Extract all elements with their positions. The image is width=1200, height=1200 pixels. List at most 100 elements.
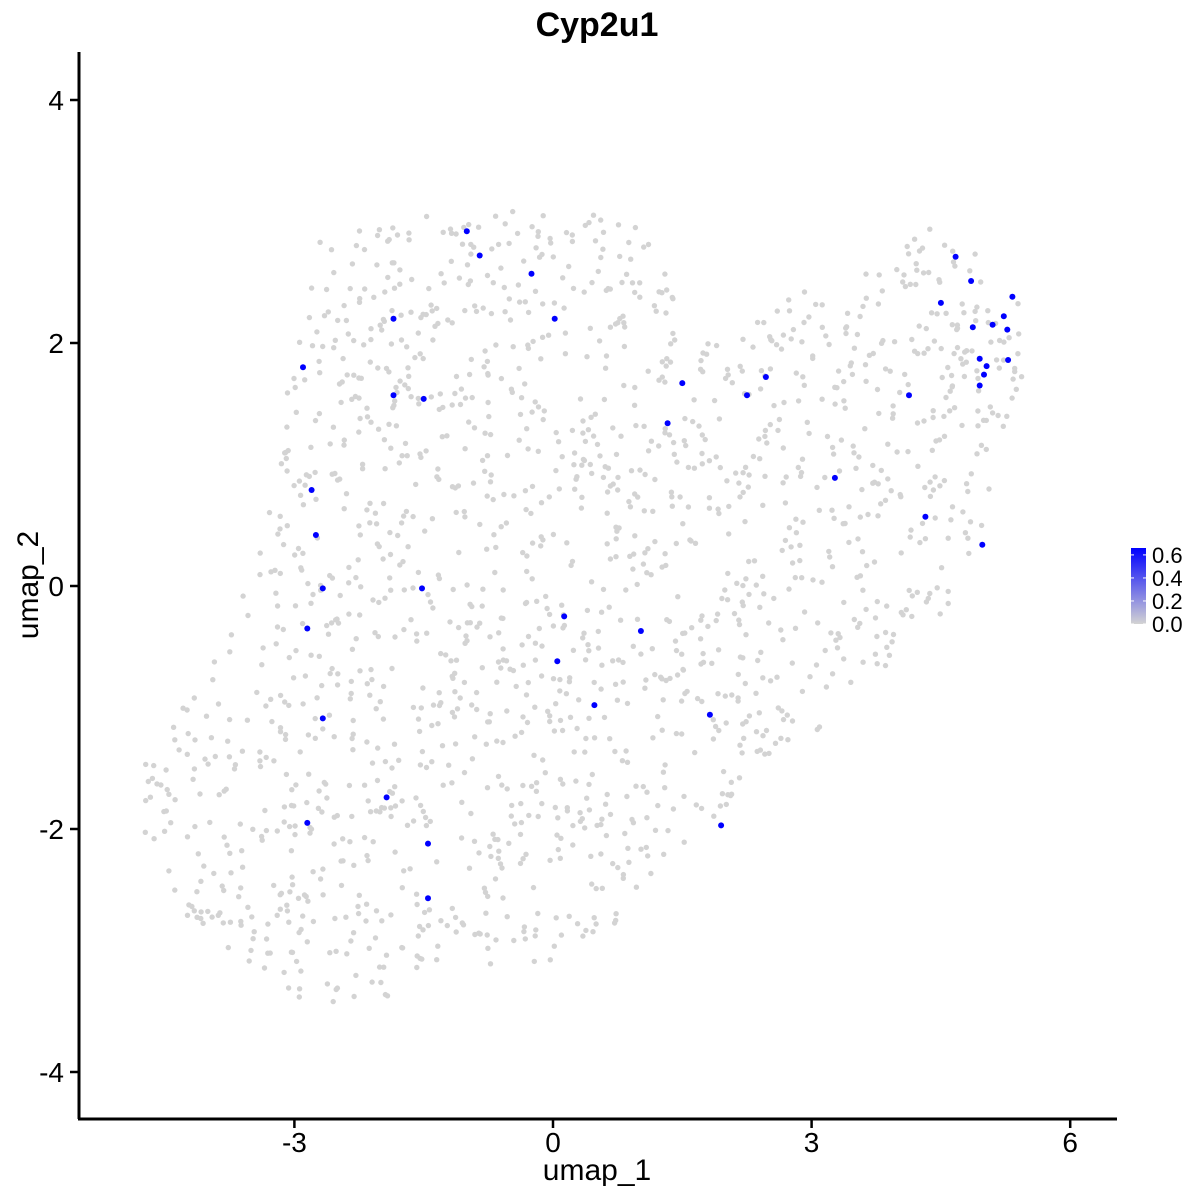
cell-point	[921, 350, 927, 356]
cell-point	[386, 236, 392, 243]
cell-point	[344, 951, 350, 957]
cell-point	[331, 734, 337, 740]
cell-point	[756, 436, 762, 442]
cell-point	[317, 239, 323, 245]
cell-point	[209, 914, 215, 920]
cell-point	[913, 281, 919, 288]
cell-point	[456, 275, 463, 281]
cell-point	[739, 368, 745, 374]
cell-point	[217, 910, 223, 916]
cell-point	[932, 474, 938, 480]
cell-point	[378, 979, 384, 986]
expressing-cell-point	[591, 702, 598, 709]
cell-point	[532, 933, 538, 939]
cell-point	[901, 272, 907, 278]
cell-point	[716, 416, 723, 422]
cell-point	[921, 418, 927, 424]
cell-point	[364, 405, 370, 411]
cell-point	[292, 603, 299, 609]
cell-point	[413, 795, 419, 801]
cell-point	[671, 451, 677, 457]
cell-point	[615, 320, 621, 326]
cell-point	[319, 682, 325, 689]
cell-point	[566, 263, 572, 270]
cell-point	[364, 852, 370, 859]
cell-point	[239, 848, 245, 854]
cell-point	[574, 474, 580, 480]
cell-point	[384, 993, 391, 999]
cell-point	[367, 692, 373, 698]
cell-point	[699, 698, 705, 705]
cell-point	[710, 717, 716, 723]
cell-point	[617, 315, 623, 322]
cell-point	[814, 484, 820, 491]
cell-point	[328, 620, 335, 626]
cell-point	[954, 326, 960, 333]
cell-point	[835, 368, 842, 374]
cell-point	[607, 556, 614, 562]
cell-point	[533, 245, 539, 251]
cell-point	[874, 661, 880, 667]
cell-point	[296, 478, 303, 484]
cell-point	[669, 294, 675, 301]
cell-point	[545, 332, 552, 338]
cell-point	[842, 405, 848, 411]
expressing-cell-point	[425, 840, 431, 847]
cell-point	[485, 399, 491, 406]
cell-point	[767, 421, 773, 428]
cell-point	[751, 558, 758, 564]
cell-point	[587, 461, 593, 468]
expressing-cell-point	[425, 895, 431, 902]
cell-point	[343, 317, 350, 324]
expressing-cell-point	[390, 392, 397, 399]
cell-point	[590, 929, 596, 935]
cell-point	[387, 575, 393, 581]
cell-point	[723, 720, 729, 726]
cell-point	[722, 587, 728, 593]
cell-point	[306, 314, 313, 321]
cell-point	[305, 580, 311, 587]
cell-point	[428, 394, 434, 400]
cell-point	[922, 484, 928, 491]
cell-point	[539, 643, 545, 649]
cell-point	[447, 226, 454, 232]
cell-point	[449, 709, 456, 716]
cell-point	[633, 783, 639, 789]
cell-point	[300, 913, 306, 919]
cell-point	[388, 805, 394, 811]
cell-point	[571, 462, 577, 468]
cell-point	[484, 453, 491, 459]
cell-point	[672, 337, 678, 343]
cell-point	[402, 440, 409, 447]
cell-point	[517, 860, 524, 867]
cell-point	[427, 818, 433, 825]
cell-point	[642, 685, 648, 691]
cell-point	[201, 863, 207, 869]
cell-point	[907, 281, 913, 287]
expressing-cell-point	[312, 532, 319, 538]
cell-point	[535, 229, 541, 235]
cell-point	[789, 718, 796, 724]
cell-point	[321, 779, 327, 786]
cell-point	[941, 242, 948, 248]
cell-point	[266, 509, 273, 516]
cell-point	[699, 461, 705, 467]
cell-point	[186, 902, 192, 908]
cell-point	[793, 516, 799, 522]
cell-point	[380, 500, 387, 507]
cell-point	[302, 482, 308, 488]
cell-point	[469, 394, 475, 401]
cell-point	[286, 919, 292, 925]
cell-point	[950, 259, 957, 265]
cell-point	[584, 354, 590, 360]
cell-point	[949, 504, 956, 510]
cell-point	[801, 289, 808, 295]
cell-point	[372, 630, 378, 636]
cell-point	[1015, 301, 1021, 307]
expressing-cell-point	[664, 420, 671, 427]
cell-point	[722, 693, 728, 699]
cell-point	[797, 473, 804, 480]
cell-point	[788, 544, 794, 550]
cell-point	[381, 964, 387, 970]
cell-point	[583, 735, 589, 742]
